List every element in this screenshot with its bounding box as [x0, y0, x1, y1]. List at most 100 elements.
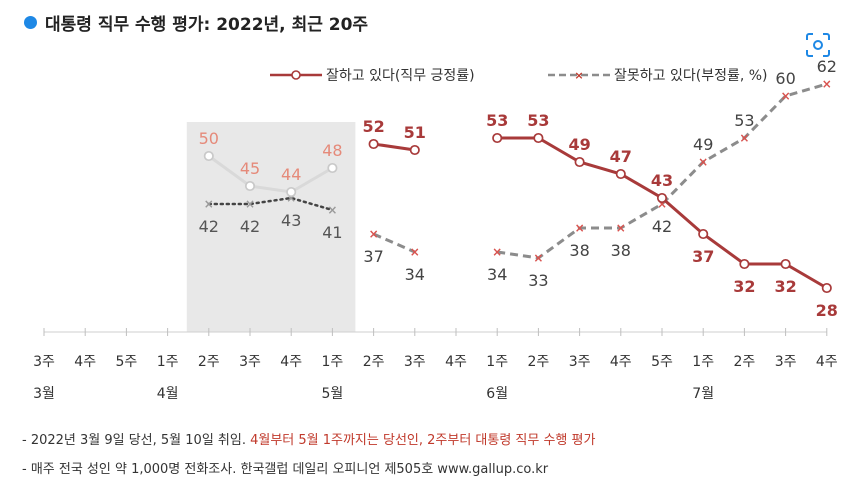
positive-value-label: 45: [240, 159, 260, 178]
negative-point: ×: [657, 197, 667, 211]
svg-text:×: ×: [574, 69, 583, 82]
positive-series-line: [373, 142, 416, 152]
positive-value-label: 32: [774, 277, 796, 296]
month-label: 5월: [322, 386, 344, 402]
positive-value-label: 53: [527, 111, 549, 130]
negative-value-label: 60: [775, 69, 795, 88]
positive-point: [327, 162, 338, 174]
chart-title: 대통령 직무 수행 평가: 2022년, 최근 20주: [45, 15, 369, 35]
negative-value-label: 38: [569, 241, 589, 260]
positive-point: [739, 258, 750, 270]
positive-point: [244, 180, 256, 192]
title-bullet-icon: [24, 16, 37, 29]
positive-point: [203, 150, 214, 162]
legend-negative: × 잘못하고 있다(부정률, %): [548, 64, 768, 86]
x-tick-label: 4주: [610, 354, 632, 370]
positive-point: [821, 282, 832, 294]
positive-value-label: 53: [486, 111, 508, 130]
x-tick-label: 3주: [33, 354, 55, 370]
footnote-2: - 매주 전국 성인 약 1,000명 전화조사. 한국갤럽 데일리 오피니언 …: [22, 462, 549, 477]
positive-point: [698, 228, 709, 240]
negative-point: ×: [286, 191, 296, 205]
negative-value-label: 37: [363, 247, 383, 266]
positive-value-label: 44: [281, 165, 301, 184]
negative-point: ×: [369, 227, 379, 241]
x-tick-label: 2주: [734, 354, 756, 370]
positive-value-label: 50: [199, 129, 219, 148]
negative-series-line: [496, 82, 828, 260]
x-tick-label: 1주: [486, 354, 508, 370]
legend-positive-swatch: [270, 70, 322, 80]
positive-value-label: 28: [816, 301, 838, 320]
positive-value-label: 43: [651, 171, 673, 190]
negative-point: ×: [533, 251, 543, 265]
chart-title-row: 대통령 직무 수행 평가: 2022년, 최근 20주: [24, 10, 368, 35]
x-tick-label: 4주: [445, 354, 467, 370]
negative-value-label: 41: [322, 223, 342, 242]
x-tick-label: 2주: [528, 354, 550, 370]
positive-point: [615, 168, 626, 180]
negative-value-label: 62: [817, 57, 837, 76]
negative-point: ×: [739, 131, 749, 145]
legend-positive-label: 잘하고 있다(직무 긍정률): [326, 68, 475, 84]
x-tick-label: 1주: [157, 354, 179, 370]
x-tick-label: 2주: [363, 354, 385, 370]
x-tick-label: 5주: [651, 354, 673, 370]
x-tick-label: 1주: [692, 354, 714, 370]
positive-value-label: 52: [362, 117, 384, 136]
legend-negative-swatch: ×: [548, 69, 610, 82]
month-label: 3월: [33, 386, 55, 402]
x-tick-label: 3주: [239, 354, 261, 370]
negative-point: ×: [492, 245, 502, 259]
negative-series-line-shaded: [207, 196, 334, 212]
positive-point: [780, 258, 791, 270]
footnote-1-highlight: 4월부터 5월 1주까지는 당선인, 2주부터 대통령 직무 수행 평가: [250, 433, 596, 448]
positive-point: [286, 186, 297, 198]
x-tick-label: 5주: [116, 354, 138, 370]
x-tick-label: 1주: [322, 354, 344, 370]
positive-point: [409, 144, 420, 156]
month-label: 6월: [486, 386, 508, 402]
negative-point: ×: [327, 203, 337, 217]
negative-value-label: 49: [693, 135, 713, 154]
negative-point: ×: [822, 77, 832, 91]
x-tick-label: 4주: [816, 354, 838, 370]
negative-value-label: 43: [281, 211, 301, 230]
negative-value-label: 53: [734, 111, 754, 130]
negative-point: ×: [575, 221, 585, 235]
positive-point: [368, 138, 379, 150]
negative-value-label: 42: [652, 217, 672, 236]
positive-point: [492, 132, 503, 144]
negative-value-label: 34: [405, 265, 425, 284]
scan-search-icon[interactable]: [803, 30, 833, 60]
x-tick-label: 4주: [280, 354, 302, 370]
positive-series-line-shaded: [207, 154, 334, 194]
positive-value-label: 47: [610, 147, 632, 166]
negative-point: ×: [204, 197, 214, 211]
month-label: 4월: [157, 386, 179, 402]
negative-value-label: 42: [199, 217, 219, 236]
negative-point: ×: [245, 197, 255, 211]
legend-negative-label: 잘못하고 있다(부정률, %): [614, 68, 768, 84]
positive-point: [574, 156, 585, 168]
negative-point: ×: [781, 89, 791, 103]
negative-point: ×: [410, 245, 420, 259]
shaded-period-bg: [186, 122, 356, 332]
chart-plot: 3주 4주 5주 1주 2주 3주 4주 1주 2주 3주 4주 1주 2주 3주 4주 5주 1주 2주 3주 4주…: [33, 57, 838, 402]
negative-point: ×: [698, 155, 708, 169]
footnote-1: - 2022년 3월 9일 당선, 5월 10일 취임. 4월부터 5월 1주까…: [22, 429, 595, 448]
positive-value-label: 49: [568, 135, 590, 154]
negative-value-label: 42: [240, 217, 260, 236]
legend-positive: 잘하고 있다(직무 긍정률): [270, 64, 475, 86]
negative-series-line: [372, 232, 416, 254]
positive-point: [656, 192, 668, 204]
negative-value-label: 34: [487, 265, 507, 284]
negative-value-label: 33: [528, 271, 548, 290]
positive-series-line: [497, 136, 828, 290]
x-tick-label: 2주: [198, 354, 220, 370]
positive-value-label: 51: [404, 123, 426, 142]
x-tick-label: 3주: [569, 354, 591, 370]
footnote-1-prefix: - 2022년 3월 9일 당선, 5월 10일 취임.: [22, 433, 251, 448]
positive-value-label: 37: [692, 247, 714, 266]
month-label: 7월: [692, 386, 714, 402]
